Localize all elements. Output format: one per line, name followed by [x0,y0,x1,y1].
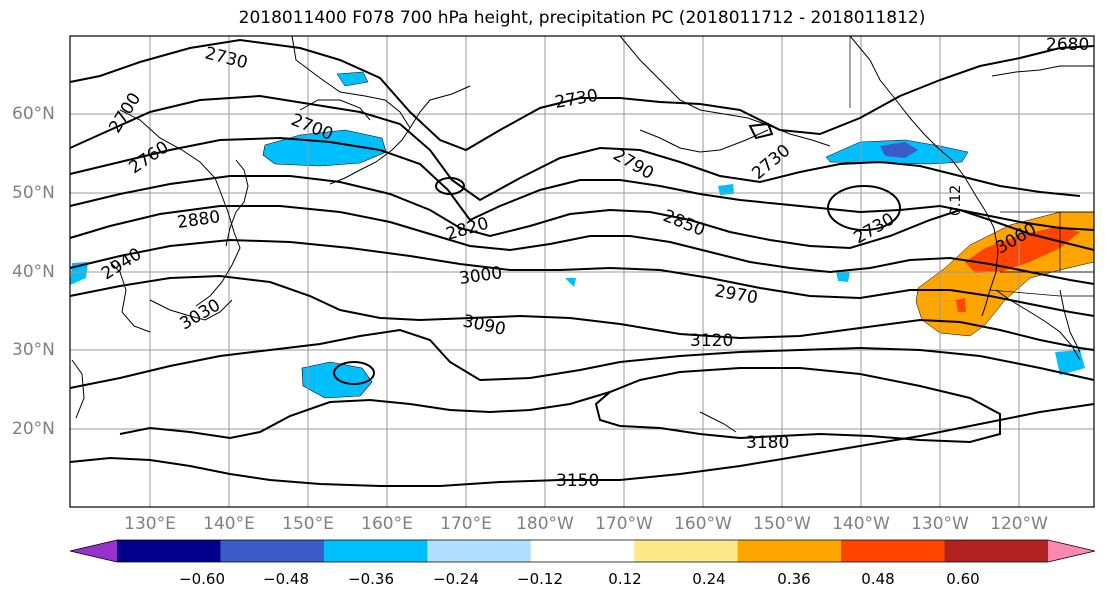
map-border [69,35,1095,508]
lat-label: 30°N [12,340,55,360]
lon-label: 130°W [911,514,969,534]
colorbar-swatch [841,540,946,562]
colorbar-tick-label: −0.12 [517,570,563,588]
colorbar-swatch [634,540,739,562]
colorbar-outline [69,539,1096,563]
lat-label: 50°N [12,183,55,203]
lon-label: 170°E [440,514,492,534]
colorbar-tick-label: −0.60 [179,570,225,588]
coastlines [71,35,1094,433]
colorbar-tick-label: −0.36 [348,570,394,588]
colorbar-tick-label: 0.12 [608,570,642,588]
contour-label: 3120 [690,331,733,351]
colorbar-swatch [530,540,635,562]
colorbar-swatch [220,540,325,562]
colorbar-extend-high [1048,540,1095,562]
colorbar-extend-low [70,540,117,562]
precip-area-small [836,271,850,282]
precip-area-west-coast-core [965,226,1080,273]
colorbar-tick-label: 0.60 [946,570,980,588]
lon-label: 140°W [832,514,890,534]
colorbar-tick-label: −0.48 [263,570,309,588]
lat-label: 60°N [12,104,55,124]
contour-label: 0.12 [948,185,964,216]
lon-label: 130°E [124,514,176,534]
colorbar-tick-label: 0.24 [692,570,726,588]
contour-label: 3150 [556,471,599,491]
precip-area-small [718,184,734,195]
lon-label: 160°E [361,514,413,534]
colorbar-swatch [944,540,1049,562]
colorbar-swatch [323,540,428,562]
colorbar-swatch [427,540,532,562]
lon-label: 120°W [990,514,1048,534]
colorbar-tick-label: 0.48 [861,570,895,588]
lon-label: 170°W [595,514,653,534]
graticule [70,36,1094,507]
colorbar-tick-label: −0.24 [433,570,479,588]
precip-area-small [336,71,369,87]
lon-label: 150°E [282,514,334,534]
map-title: 2018011400 F078 700 hPa height, precipit… [238,8,926,28]
colorbar-swatch [117,540,221,562]
precip-area-small [565,278,576,287]
lon-label: 180°W [516,514,574,534]
precip-area-west-coast-core [956,298,966,312]
contour-label: 2680 [1046,35,1089,55]
lat-label: 20°N [12,419,55,439]
colorbar-tick-label: 0.36 [777,570,811,588]
lat-label: 40°N [12,262,55,282]
precip-area-gulf-alaska-core [880,142,918,158]
colorbar [69,539,1096,563]
height-contours [69,38,1095,487]
colorbar-swatch [737,540,842,562]
contour-label: 3180 [746,433,789,453]
lon-label: 160°W [674,514,732,534]
lon-label: 140°E [203,514,255,534]
lon-label: 150°W [753,514,811,534]
